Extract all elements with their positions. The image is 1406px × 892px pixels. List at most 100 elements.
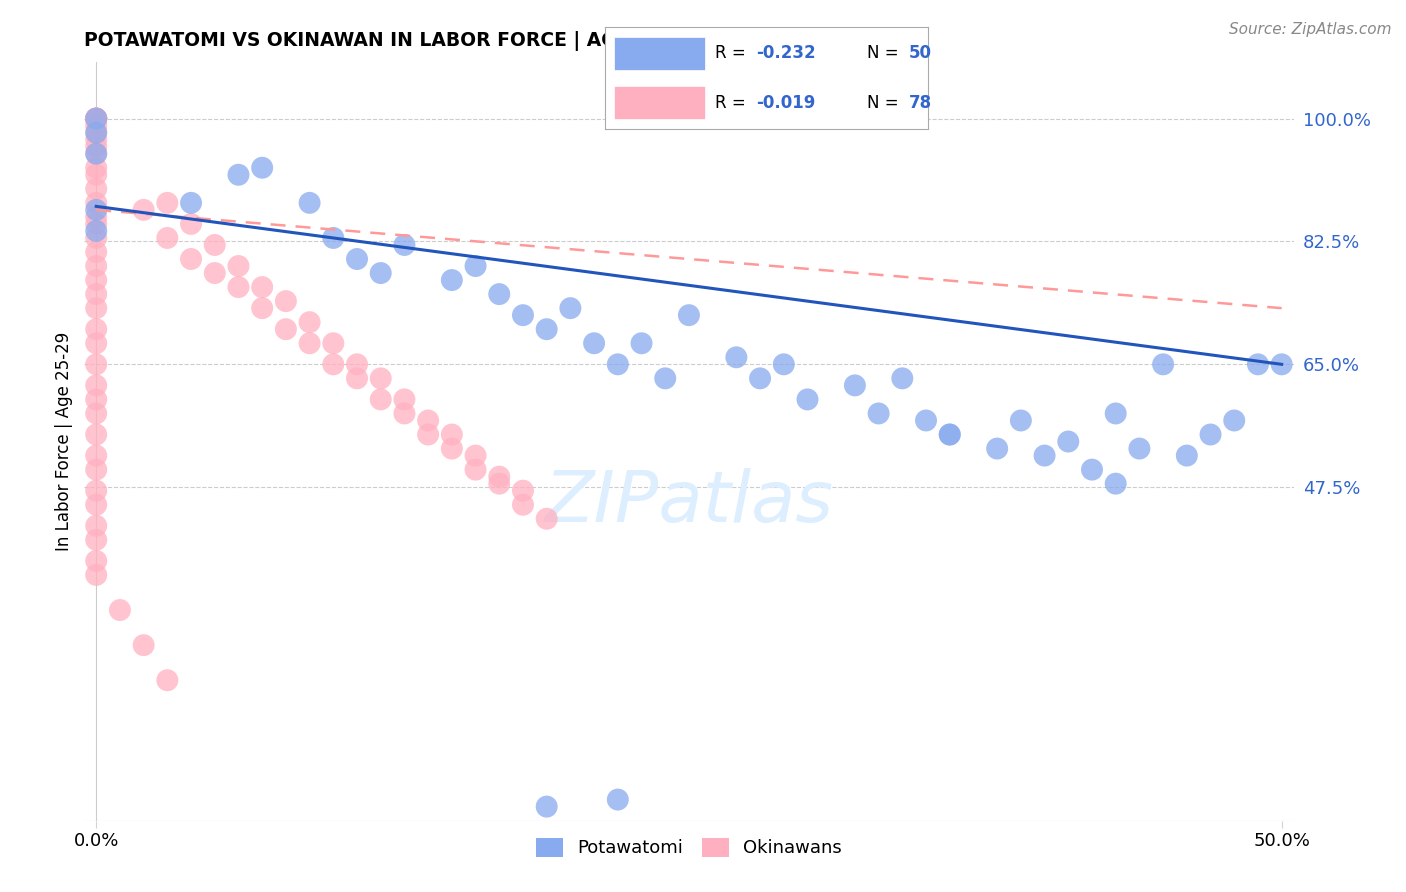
Text: ZIPatlas: ZIPatlas: [544, 467, 834, 537]
Point: [84, 407, 107, 421]
Point: [84, 161, 107, 175]
Point: [749, 371, 772, 385]
Point: [84, 112, 107, 126]
Point: [84, 301, 107, 315]
Point: [84, 126, 107, 140]
Point: [298, 315, 321, 329]
Point: [84, 112, 107, 126]
Point: [84, 336, 107, 351]
Point: [868, 407, 890, 421]
Point: [394, 238, 416, 252]
Point: [370, 392, 392, 407]
Point: [536, 322, 558, 336]
Point: [84, 498, 107, 512]
Point: [84, 554, 107, 568]
Point: [84, 533, 107, 547]
Point: [938, 427, 960, 442]
Point: [84, 112, 107, 126]
Point: [322, 231, 344, 245]
Point: [156, 673, 179, 688]
Point: [84, 112, 107, 126]
Y-axis label: In Labor Force | Age 25-29: In Labor Force | Age 25-29: [55, 332, 73, 551]
Point: [606, 792, 628, 806]
Point: [418, 427, 440, 442]
Point: [370, 266, 392, 280]
Point: [536, 799, 558, 814]
Point: [606, 357, 628, 371]
Point: [1105, 407, 1128, 421]
Point: [84, 427, 107, 442]
Point: [84, 244, 107, 259]
Point: [204, 238, 226, 252]
Point: [440, 273, 463, 287]
Point: [84, 273, 107, 287]
Point: [891, 371, 914, 385]
Point: [298, 195, 321, 210]
Point: [84, 449, 107, 463]
Point: [1033, 449, 1056, 463]
Point: [84, 112, 107, 126]
Point: [938, 427, 960, 442]
Point: [84, 182, 107, 196]
Point: [84, 112, 107, 126]
Point: [1010, 413, 1032, 427]
Point: [583, 336, 606, 351]
Point: [84, 133, 107, 147]
Point: [250, 161, 273, 175]
Point: [228, 168, 250, 182]
Text: R =: R =: [714, 94, 751, 112]
Point: [84, 210, 107, 224]
Text: 50: 50: [908, 45, 932, 62]
Point: [84, 378, 107, 392]
Point: [84, 112, 107, 126]
Point: [84, 287, 107, 301]
Point: [986, 442, 1008, 456]
Text: N =: N =: [866, 45, 904, 62]
Point: [1105, 476, 1128, 491]
Point: [322, 357, 344, 371]
Point: [678, 308, 700, 322]
Point: [322, 336, 344, 351]
Point: [84, 483, 107, 498]
Point: [84, 518, 107, 533]
Point: [346, 252, 368, 266]
Point: [84, 168, 107, 182]
Point: [84, 146, 107, 161]
Point: [84, 259, 107, 273]
Point: [1128, 442, 1150, 456]
Point: [654, 371, 676, 385]
Point: [84, 224, 107, 238]
Point: [464, 462, 486, 476]
Point: [108, 603, 131, 617]
Point: [915, 413, 938, 427]
Text: Source: ZipAtlas.com: Source: ZipAtlas.com: [1229, 22, 1392, 37]
Point: [346, 371, 368, 385]
Legend: Potawatomi, Okinawans: Potawatomi, Okinawans: [529, 830, 849, 864]
Point: [156, 231, 179, 245]
Point: [84, 195, 107, 210]
Point: [488, 476, 510, 491]
Point: [1081, 462, 1104, 476]
Text: -0.019: -0.019: [756, 94, 815, 112]
Point: [370, 371, 392, 385]
Point: [630, 336, 652, 351]
Point: [84, 139, 107, 153]
Bar: [614, 37, 704, 70]
Point: [512, 483, 534, 498]
Point: [84, 112, 107, 126]
Bar: [614, 87, 704, 119]
Point: [464, 449, 486, 463]
Point: [204, 266, 226, 280]
Point: [1199, 427, 1222, 442]
Point: [274, 322, 297, 336]
Point: [1271, 357, 1294, 371]
Point: [228, 280, 250, 294]
Point: [84, 392, 107, 407]
Text: R =: R =: [714, 45, 751, 62]
Point: [394, 392, 416, 407]
Point: [84, 146, 107, 161]
Point: [180, 217, 202, 231]
Point: [1152, 357, 1174, 371]
Point: [560, 301, 582, 315]
Point: [796, 392, 818, 407]
